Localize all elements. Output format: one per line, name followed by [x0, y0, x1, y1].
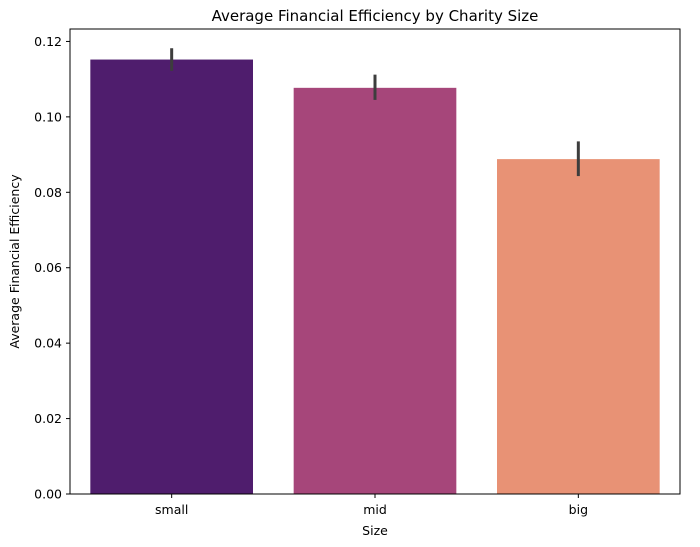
x-tick-label-mid: mid: [363, 502, 387, 517]
bar-small: [90, 59, 253, 494]
bar-big: [497, 159, 660, 494]
y-tick-label: 0.10: [34, 109, 62, 124]
y-tick-label: 0.00: [34, 487, 62, 502]
y-tick-label: 0.08: [34, 185, 62, 200]
y-axis-label: Average Financial Efficiency: [7, 174, 22, 349]
y-tick-label: 0.12: [34, 34, 62, 49]
x-axis-ticks: small mid big: [155, 494, 588, 517]
bars-group: [90, 59, 660, 494]
y-tick-label: 0.06: [34, 260, 62, 275]
chart-title: Average Financial Efficiency by Charity …: [212, 7, 539, 25]
y-tick-label: 0.04: [34, 336, 62, 351]
error-bars-group: [170, 48, 580, 177]
y-tick-label: 0.02: [34, 411, 62, 426]
y-axis-ticks: 0.00 0.02 0.04 0.06 0.08 0.10 0.12: [34, 34, 70, 502]
bar-mid: [293, 87, 457, 494]
x-tick-label-small: small: [155, 502, 188, 517]
x-axis-label: Size: [362, 523, 388, 538]
x-tick-label-big: big: [569, 502, 588, 517]
